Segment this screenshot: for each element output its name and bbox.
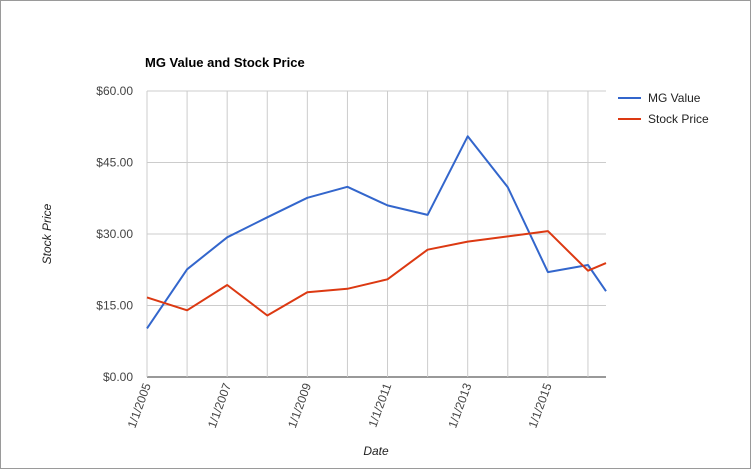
y-axis-label: Stock Price — [40, 203, 54, 264]
y-tick-label: $30.00 — [96, 227, 133, 241]
series-line-stock-price — [146, 230, 607, 317]
x-tick-label: 1/1/2015 — [526, 381, 555, 430]
legend-label-stock-price: Stock Price — [648, 112, 709, 126]
grid-lines — [146, 90, 606, 378]
y-axis-ticks: $0.00 $15.00 $30.00 $45.00 $60.00 — [96, 84, 133, 384]
x-tick-label: 1/1/2009 — [285, 381, 314, 430]
series-lines — [146, 135, 607, 329]
y-tick-label: $45.00 — [96, 156, 133, 170]
legend-label-mg-value: MG Value — [648, 91, 701, 105]
y-tick-label: $15.00 — [96, 299, 133, 313]
x-axis-label: Date — [363, 444, 389, 458]
x-axis-ticks: 1/1/2005 1/1/2007 1/1/2009 1/1/2011 1/1/2013… — [125, 381, 555, 430]
y-tick-label: $0.00 — [103, 370, 133, 384]
y-tick-label: $60.00 — [96, 84, 133, 98]
series-line-mg-value — [146, 135, 607, 329]
legend: MG Value Stock Price — [618, 91, 709, 126]
chart-title: MG Value and Stock Price — [145, 55, 305, 70]
x-tick-label: 1/1/2011 — [366, 381, 395, 429]
x-tick-label: 1/1/2005 — [125, 381, 154, 430]
x-tick-label: 1/1/2007 — [205, 381, 234, 430]
x-tick-label: 1/1/2013 — [445, 381, 474, 430]
